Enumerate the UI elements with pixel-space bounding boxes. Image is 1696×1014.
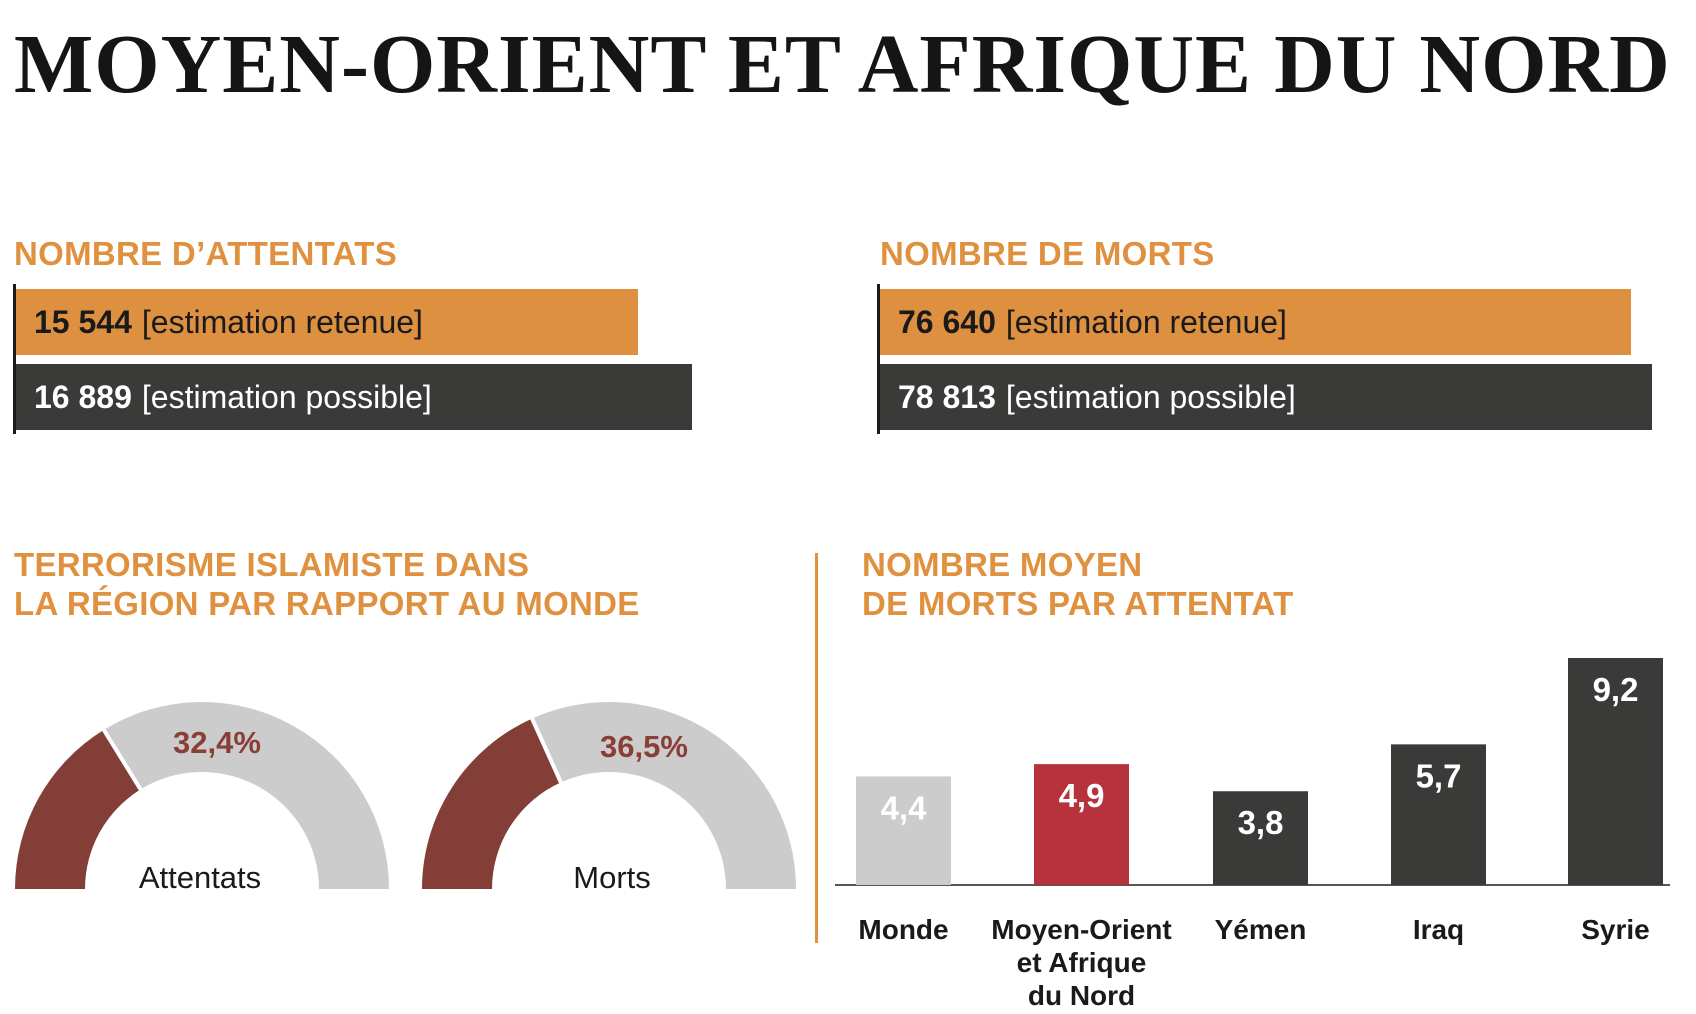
gauge-morts-share-arc bbox=[422, 718, 561, 889]
attentats-possible-bar: 16 889 [estimation possible] bbox=[16, 364, 692, 430]
morts-retenue-label: [estimation retenue] bbox=[1005, 303, 1287, 340]
morts-possible-label: [estimation possible] bbox=[1005, 378, 1296, 415]
bar-value-label: 9,2 bbox=[1593, 671, 1639, 708]
average-heading-line2: DE MORTS PAR ATTENTAT bbox=[862, 585, 1294, 622]
morts-possible-bar: 78 813 [estimation possible] bbox=[880, 364, 1652, 430]
morts-axis-line bbox=[877, 284, 880, 434]
gauge-morts-percent: 36,5% bbox=[600, 729, 688, 764]
section-divider bbox=[815, 553, 818, 943]
category-label: et Afrique bbox=[1017, 947, 1147, 978]
average-heading-line1: NOMBRE MOYEN bbox=[862, 546, 1143, 583]
gauge-morts-remainder-arc bbox=[532, 702, 796, 889]
attentats-possible-value: 16 889 bbox=[34, 378, 132, 415]
page-title: MOYEN-ORIENT ET AFRIQUE DU NORD bbox=[14, 18, 1671, 111]
gauge-attentats-remainder-arc bbox=[103, 701, 390, 889]
gauge-attentats-percent: 32,4% bbox=[173, 725, 261, 760]
bar-value-label: 4,4 bbox=[881, 789, 928, 826]
gauge-attentats-label: Attentats bbox=[138, 860, 262, 895]
category-label: Moyen-Orient bbox=[991, 914, 1171, 945]
comparison-heading-line1: TERRORISME ISLAMISTE DANS bbox=[14, 546, 530, 583]
bar-value-label: 3,8 bbox=[1238, 804, 1284, 841]
bar-4 bbox=[1568, 658, 1663, 885]
attentats-axis-line bbox=[13, 284, 16, 434]
bar-value-label: 5,7 bbox=[1416, 757, 1462, 794]
morts-heading: NOMBRE DE MORTS bbox=[880, 235, 1215, 272]
comparison-heading-line2: LA RÉGION PAR RAPPORT AU MONDE bbox=[14, 585, 640, 622]
morts-retenue-value: 76 640 bbox=[898, 303, 996, 340]
category-label: Syrie bbox=[1581, 914, 1650, 945]
morts-possible-value: 78 813 bbox=[898, 378, 996, 415]
attentats-retenue-label: [estimation retenue] bbox=[141, 303, 423, 340]
gauge-attentats-share-arc bbox=[15, 729, 141, 889]
bar-value-label: 4,9 bbox=[1059, 777, 1105, 814]
bar-1 bbox=[1034, 764, 1129, 885]
morts-retenue-bar: 76 640 [estimation retenue] bbox=[880, 289, 1631, 355]
gauge-morts-label: Morts bbox=[573, 860, 651, 895]
category-label: du Nord bbox=[1028, 980, 1135, 1011]
category-label: Yémen bbox=[1215, 914, 1307, 945]
bar-0 bbox=[856, 776, 951, 885]
category-label: Iraq bbox=[1413, 914, 1464, 945]
attentats-retenue-bar: 15 544 [estimation retenue] bbox=[16, 289, 639, 355]
gauge-attentats-separator bbox=[102, 728, 143, 791]
attentats-heading: NOMBRE D’ATTENTATS bbox=[14, 235, 398, 272]
attentats-possible-label: [estimation possible] bbox=[141, 378, 432, 415]
attentats-retenue-value: 15 544 bbox=[34, 303, 132, 340]
bar-2 bbox=[1213, 791, 1308, 885]
category-label: Monde bbox=[858, 914, 948, 945]
gauge-morts-separator bbox=[530, 717, 563, 784]
bar-3 bbox=[1391, 744, 1486, 885]
